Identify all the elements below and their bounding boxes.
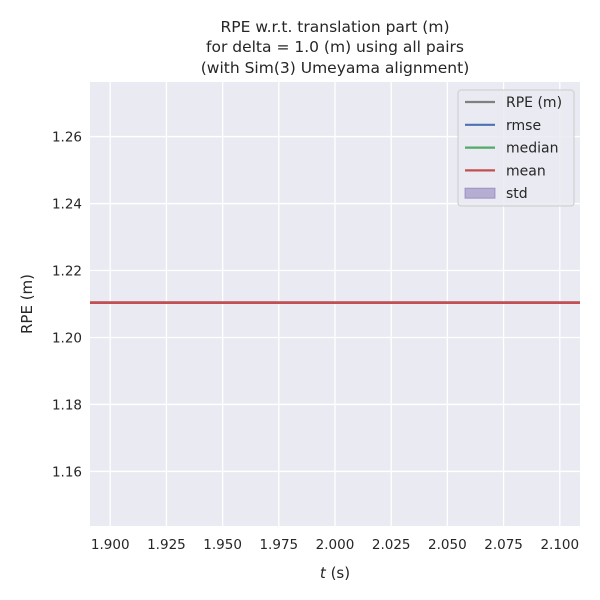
x-axis-label-var: t — [320, 564, 327, 582]
y-tick-labels: 1.16 1.18 1.20 1.22 1.24 1.26 — [52, 130, 82, 481]
x-tick-label: 1.900 — [91, 537, 130, 553]
legend: RPE (m) rmse median mean std — [457, 89, 575, 207]
legend-swatch-std — [464, 187, 496, 199]
series-lines — [90, 301, 580, 304]
chart-title: RPE w.r.t. translation part (m) for delt… — [201, 18, 470, 77]
chart-title-line-3: (with Sim(3) Umeyama alignment) — [201, 59, 470, 77]
x-tick-label: 2.025 — [372, 537, 411, 553]
y-tick-label: 1.18 — [52, 397, 82, 413]
x-tick-label: 1.950 — [203, 537, 242, 553]
x-axis-label: t (s) — [320, 564, 350, 582]
legend-label-std: std — [506, 186, 528, 202]
x-tick-label: 2.100 — [540, 537, 579, 553]
legend-label-rpe-m: RPE (m) — [506, 95, 562, 111]
legend-box — [457, 89, 575, 207]
y-tick-label: 1.20 — [52, 330, 82, 346]
y-tick-label: 1.22 — [52, 264, 82, 280]
y-tick-label: 1.24 — [52, 197, 82, 213]
x-tick-labels: 1.900 1.925 1.950 1.975 2.000 2.025 2.050 2.075… — [91, 537, 579, 553]
x-tick-label: 2.075 — [484, 537, 523, 553]
legend-label-median: median — [506, 141, 558, 157]
x-axis-label-unit: (s) — [326, 564, 350, 582]
x-tick-label: 2.050 — [428, 537, 467, 553]
y-tick-label: 1.16 — [52, 464, 82, 480]
chart-title-line-2: for delta = 1.0 (m) using all pairs — [206, 38, 464, 56]
x-tick-label: 1.925 — [147, 537, 186, 553]
legend-label-rmse: rmse — [506, 118, 541, 134]
x-tick-label: 1.975 — [259, 537, 298, 553]
y-axis-label: RPE (m) — [18, 274, 36, 334]
x-tick-label: 2.000 — [316, 537, 355, 553]
chart-title-line-1: RPE w.r.t. translation part (m) — [220, 18, 449, 36]
legend-label-mean: mean — [506, 163, 546, 179]
y-tick-label: 1.26 — [52, 130, 82, 146]
